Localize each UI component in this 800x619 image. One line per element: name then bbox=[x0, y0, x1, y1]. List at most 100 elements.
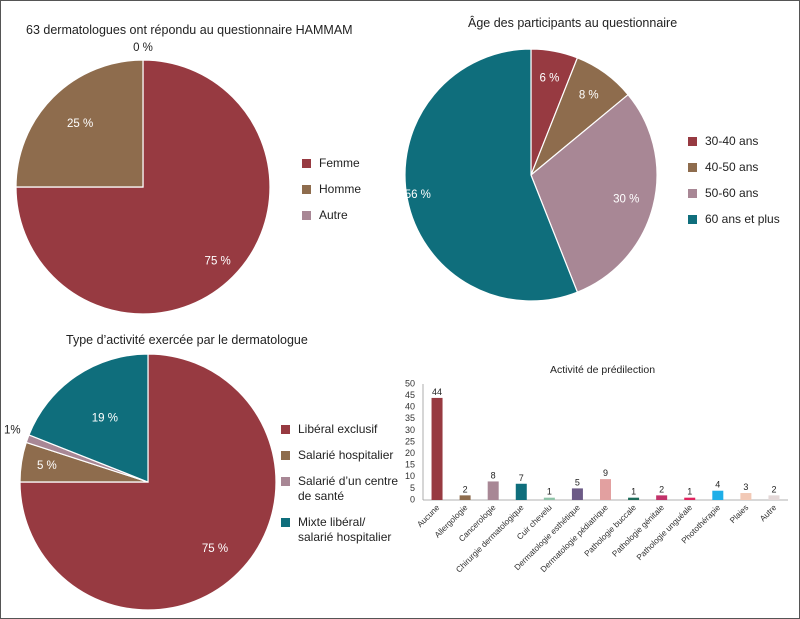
legend-label: Femme bbox=[319, 156, 360, 170]
legend-swatch bbox=[281, 477, 290, 486]
legend-label: Mixte libéral/ salarié hospitalier bbox=[298, 515, 392, 544]
chart3-legend: Libéral exclusif Salarié hospitalier Salar… bbox=[281, 422, 401, 556]
pie-slice-label: 30 % bbox=[613, 193, 639, 205]
chart1-title: 63 dermatologues ont répondu au question… bbox=[26, 23, 353, 37]
legend-item: Femme bbox=[302, 156, 361, 171]
pie-slice bbox=[530, 93, 658, 293]
bar-value-label: 7 bbox=[519, 473, 524, 483]
bar bbox=[628, 497, 640, 500]
pie-slice-label: 75 % bbox=[205, 256, 231, 268]
legend-item: Homme bbox=[302, 182, 361, 197]
bar-value-label: 8 bbox=[491, 470, 496, 480]
chart2-legend: 30-40 ans 40-50 ans 50-60 ans 60 ans et plu… bbox=[688, 134, 780, 238]
legend-swatch bbox=[281, 425, 290, 434]
legend-swatch bbox=[302, 185, 311, 194]
legend-item: 50-60 ans bbox=[688, 186, 780, 201]
pie-slice-label: 75 % bbox=[202, 543, 228, 555]
legend-swatch bbox=[302, 159, 311, 168]
bar bbox=[712, 490, 724, 500]
bar bbox=[515, 483, 527, 500]
y-tick-label: 35 bbox=[405, 413, 415, 423]
chart2-title: Âge des participants au questionnaire bbox=[468, 16, 678, 30]
legend-label: Salarié hospitalier bbox=[298, 448, 394, 462]
y-tick-label: 20 bbox=[405, 448, 415, 458]
legend-label: Salarié d’un centre de santé bbox=[298, 474, 399, 503]
legend-swatch bbox=[302, 211, 311, 220]
bar-value-label: 9 bbox=[603, 468, 608, 478]
bar-value-label: 2 bbox=[463, 484, 468, 494]
y-tick-label: 50 bbox=[405, 378, 415, 388]
legend-label: 60 ans et plus bbox=[705, 212, 780, 226]
y-tick-label: 0 bbox=[410, 494, 415, 504]
x-tick-label: Autre bbox=[758, 503, 779, 524]
bar-value-label: 1 bbox=[631, 487, 636, 497]
legend-item: 60 ans et plus bbox=[688, 212, 780, 227]
legend-label: Autre bbox=[319, 208, 348, 222]
bar-value-label: 3 bbox=[743, 482, 748, 492]
chart1-legend: Femme Homme Autre bbox=[302, 156, 361, 234]
legend-item: 30-40 ans bbox=[688, 134, 780, 149]
x-tick-label: Pathologie génitale bbox=[610, 503, 666, 559]
chart4-title: Activité de prédilection bbox=[550, 364, 656, 376]
bar-value-label: 1 bbox=[547, 487, 552, 497]
x-tick-label: Plaies bbox=[728, 503, 750, 525]
legend-label: 40-50 ans bbox=[705, 160, 759, 174]
legend-label: Libéral exclusif bbox=[298, 422, 378, 436]
x-tick-label: Aucune bbox=[415, 503, 441, 529]
legend-label: 30-40 ans bbox=[705, 134, 759, 148]
bar bbox=[656, 495, 668, 500]
pie-slice-label: 19 % bbox=[92, 413, 118, 425]
bar-value-label: 4 bbox=[715, 480, 720, 490]
legend-swatch bbox=[281, 451, 290, 460]
pie-slice bbox=[19, 353, 277, 611]
y-tick-label: 15 bbox=[405, 460, 415, 470]
pie-slice bbox=[15, 59, 144, 188]
legend-label: Homme bbox=[319, 182, 362, 196]
bar-value-label: 1 bbox=[687, 487, 692, 497]
bar bbox=[768, 495, 780, 500]
pie-slice bbox=[28, 353, 149, 483]
pie-slice-label: 6 % bbox=[540, 72, 560, 84]
y-tick-label: 10 bbox=[405, 471, 415, 481]
legend-label: 50-60 ans bbox=[705, 186, 759, 200]
legend-item: Mixte libéral/ salarié hospitalier bbox=[281, 515, 401, 545]
bar bbox=[600, 479, 611, 500]
pie-slice-label: 25 % bbox=[67, 118, 93, 130]
bar-value-label: 44 bbox=[432, 387, 442, 397]
bar bbox=[740, 493, 752, 500]
y-tick-label: 5 bbox=[410, 483, 415, 493]
y-tick-label: 45 bbox=[405, 390, 415, 400]
bar bbox=[431, 397, 443, 500]
legend-swatch bbox=[688, 189, 697, 198]
bar bbox=[571, 488, 583, 500]
pie-slice bbox=[15, 59, 271, 315]
x-tick-label: Pathologie buccale bbox=[583, 503, 639, 559]
legend-swatch bbox=[281, 518, 290, 527]
y-tick-label: 30 bbox=[405, 425, 415, 435]
legend-swatch bbox=[688, 137, 697, 146]
bar-value-label: 5 bbox=[575, 477, 580, 487]
pie-slice-label: 0 % bbox=[133, 42, 153, 54]
bar bbox=[487, 481, 499, 500]
pie-slice-label: 5 % bbox=[37, 460, 57, 472]
legend-item: Salarié d’un centre de santé bbox=[281, 474, 401, 504]
legend-item: Libéral exclusif bbox=[281, 422, 401, 437]
pie-slice-label: 8 % bbox=[579, 90, 599, 102]
y-tick-label: 40 bbox=[405, 402, 415, 412]
legend-item: Salarié hospitalier bbox=[281, 448, 401, 463]
legend-swatch bbox=[688, 163, 697, 172]
legend-item: 40-50 ans bbox=[688, 160, 780, 175]
chart3-title: Type d’activité exercée par le dermatolo… bbox=[66, 333, 308, 347]
pie-slice-label: 56 % bbox=[405, 189, 431, 201]
bar-value-label: 2 bbox=[659, 484, 664, 494]
bar-value-label: 2 bbox=[771, 484, 776, 494]
pie-slice bbox=[404, 48, 579, 302]
pie-slice-label: 1% bbox=[4, 425, 21, 437]
bar bbox=[684, 497, 696, 500]
bar bbox=[543, 497, 555, 500]
bar bbox=[459, 495, 471, 500]
